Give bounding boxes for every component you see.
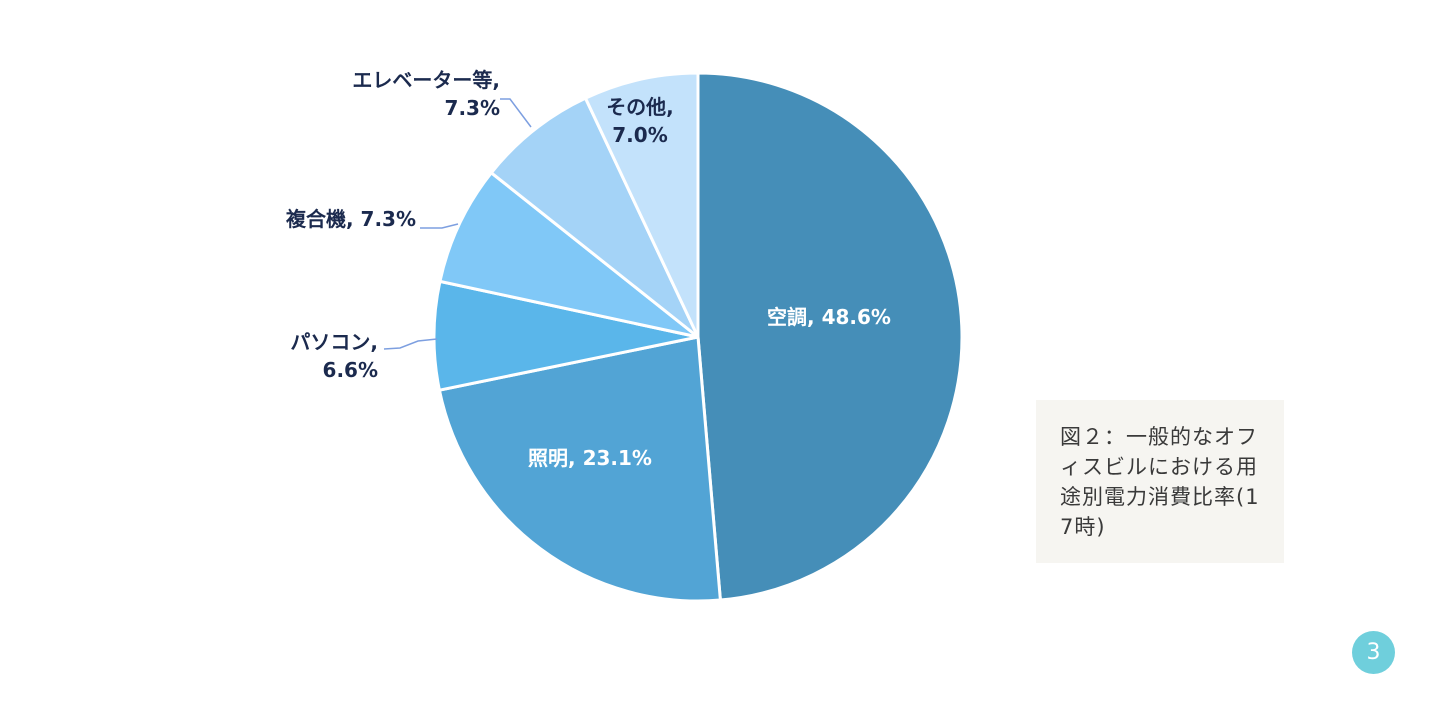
figure-caption: 図２：一般的なオフィスビルにおける用途別電力消費比率(17時) bbox=[1060, 425, 1260, 539]
leader-line-3 bbox=[383, 338, 438, 350]
pie-slices bbox=[432, 71, 964, 603]
pie-slice-4 bbox=[438, 171, 700, 339]
slice-label-line: 6.6% bbox=[323, 358, 378, 382]
slice-label-line: パソコン, bbox=[290, 330, 378, 354]
slice-labels: 空調, 48.6% 照明, 23.1% パソコン, 6.6% 複合機, 7.3% エレベー… bbox=[286, 68, 891, 470]
slice-label-2: 照明, 23.1% bbox=[528, 446, 652, 470]
slice-label-line: 複合機, 7.3% bbox=[286, 207, 416, 231]
slice-label-line: 空調, 48.6% bbox=[767, 305, 891, 329]
slice-label-line: その他, bbox=[606, 95, 674, 119]
slice-label-line: 照明, 23.1% bbox=[528, 446, 652, 470]
leader-line-5 bbox=[500, 98, 532, 128]
pie-slice-5 bbox=[489, 96, 700, 339]
leader-line-4 bbox=[420, 223, 459, 229]
page-number-badge: 3 bbox=[1352, 631, 1395, 674]
pie-slice-3 bbox=[432, 279, 700, 392]
slice-label-4: 複合機, 7.3% bbox=[286, 207, 416, 231]
pie-slice-1 bbox=[696, 71, 964, 602]
slice-label-5: エレベーター等, 7.3% bbox=[352, 68, 500, 120]
slice-label-line: 7.3% bbox=[445, 96, 500, 120]
leader-lines bbox=[383, 98, 532, 350]
slice-label-line: エレベーター等, bbox=[352, 68, 500, 92]
slice-label-line: 7.0% bbox=[612, 123, 667, 147]
pie-slice-6 bbox=[583, 71, 700, 339]
slice-label-1: 空調, 48.6% bbox=[767, 305, 891, 329]
pie-slice-2 bbox=[437, 335, 722, 603]
slice-label-6: その他, 7.0% bbox=[606, 95, 674, 147]
slice-label-3: パソコン, 6.6% bbox=[290, 330, 378, 382]
figure-caption-box: 図２：一般的なオフィスビルにおける用途別電力消費比率(17時) bbox=[1036, 400, 1284, 563]
